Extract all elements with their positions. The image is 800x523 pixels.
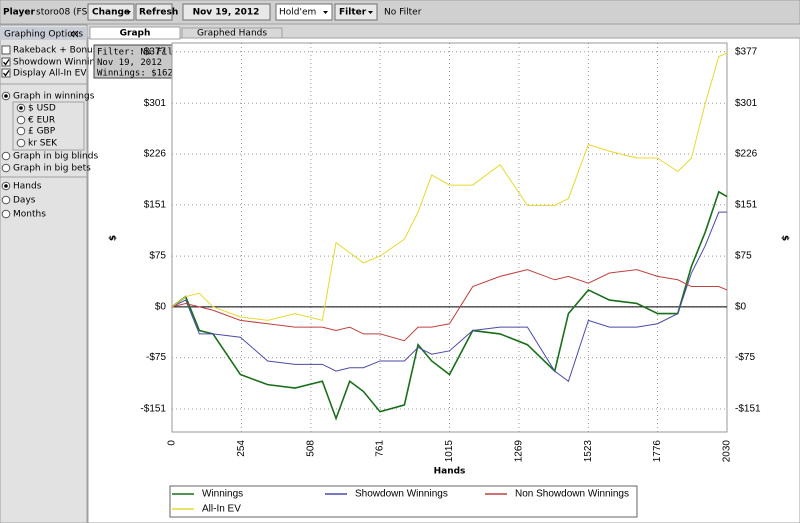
checkbox-label: Display All-In EV: [13, 69, 87, 79]
options-header: [0, 27, 87, 40]
x-axis-label: Hands: [434, 467, 466, 477]
radio-label: Days: [13, 196, 36, 206]
x-tick-label: 508: [306, 440, 317, 457]
player-name: storo08 (FS): [36, 8, 91, 18]
dropdown-arrow: [323, 11, 328, 14]
options-panel: [0, 24, 88, 523]
info-line: Nov 19, 2012: [97, 58, 162, 68]
checkbox-label: Showdown Winnings: [13, 58, 106, 68]
y2-axis-label: $: [780, 235, 790, 241]
game-label: Hold'em: [279, 8, 316, 18]
radio-dot: [4, 94, 8, 98]
x-tick-label: 761: [375, 440, 386, 457]
radio[interactable]: [1, 151, 11, 161]
legend-label: Showdown Winnings: [355, 489, 448, 500]
date-button[interactable]: [182, 3, 271, 21]
plot: -$151 -$151 -$75 -$75 $0 $0 $75 $75 $151 $151 $226…: [109, 42, 790, 477]
radio-dot: [19, 106, 23, 110]
y2-tick-label: $377: [735, 46, 758, 57]
dropdown-arrow: [126, 11, 131, 14]
legend-label: Non Showdown Winnings: [515, 489, 629, 500]
radio[interactable]: [1, 195, 11, 205]
radio-label: Graph in big blinds: [13, 152, 98, 162]
y-tick-label: $75: [149, 251, 166, 262]
radio-label: Hands: [13, 182, 42, 192]
y2-tick-label: -$75: [735, 352, 755, 363]
refresh-label: Refresh: [139, 8, 178, 18]
filter-status: No Filter: [384, 8, 422, 18]
change-button[interactable]: [87, 3, 135, 21]
options-title: Graphing Options: [4, 30, 83, 40]
y-tick-label: -$75: [146, 352, 166, 363]
player-label: Player: [3, 8, 35, 18]
x-tick-label: 1015: [444, 440, 455, 463]
refresh-button[interactable]: [135, 3, 173, 21]
legend-label: All-In EV: [202, 504, 241, 515]
checkbox[interactable]: [1, 57, 11, 67]
y2-tick-label: $75: [735, 251, 752, 262]
y2-tick-label: $0: [735, 301, 747, 312]
radio-label: £ GBP: [28, 127, 56, 137]
x-tick-label: 2030: [722, 440, 733, 463]
tab-label: Graphed Hands: [197, 29, 267, 39]
filter-label: Filter: [339, 8, 367, 18]
x-tick-label: 1269: [514, 440, 525, 463]
date-label: Nov 19, 2012: [193, 8, 260, 18]
game-select[interactable]: [275, 3, 333, 21]
radio-label: Graph in big bets: [13, 164, 91, 174]
collapse-icon[interactable]: [70, 30, 79, 38]
check-mark: [2, 70, 10, 77]
x-tick-label: 1776: [652, 440, 663, 463]
series-line: [171, 269, 728, 342]
currency-box: [12, 101, 85, 151]
y-tick-label: -$151: [140, 404, 166, 415]
y-tick-label: $377: [144, 46, 167, 57]
tab-active[interactable]: [89, 26, 181, 40]
radio[interactable]: [1, 209, 11, 219]
radio-label: € EUR: [28, 116, 55, 126]
change-label: Change: [92, 8, 130, 18]
y-tick-label: $151: [144, 199, 167, 210]
series-line: [171, 190, 728, 421]
series-line: [171, 211, 727, 383]
y-axis-label: $: [109, 235, 119, 241]
series-line: [171, 52, 728, 321]
y2-tick-label: -$151: [735, 404, 761, 415]
info-line: Winnings: $162.80: [97, 69, 189, 79]
x-tick-label: 0: [167, 440, 178, 446]
filter-button[interactable]: [334, 3, 378, 21]
y2-tick-label: $226: [735, 149, 758, 160]
info-box: [93, 44, 184, 79]
radio-label: Graph in winnings: [13, 92, 95, 102]
y2-tick-label: $151: [735, 199, 758, 210]
y-tick-label: $0: [155, 301, 167, 312]
y2-tick-label: $301: [735, 98, 758, 109]
radio[interactable]: [1, 163, 11, 173]
radio[interactable]: [16, 126, 26, 136]
radio-dot: [4, 184, 8, 188]
legend-label: Winnings: [202, 489, 243, 500]
checkbox-label: Rakeback + Bonuses: [13, 46, 108, 56]
radio-label: Months: [13, 210, 46, 220]
check-mark: [2, 59, 10, 66]
x-tick-label: 254: [236, 440, 247, 457]
x-tick-label: 1523: [583, 440, 594, 463]
radio[interactable]: [16, 115, 26, 125]
dropdown-arrow: [368, 11, 373, 14]
radio-label: kr SEK: [28, 139, 58, 149]
y-tick-label: $226: [144, 149, 167, 160]
legend: [169, 485, 638, 518]
info-line: Filter: No Filter: [97, 48, 190, 58]
checkbox[interactable]: [1, 68, 11, 78]
checkbox[interactable]: [1, 45, 11, 55]
radio[interactable]: [16, 138, 26, 148]
tab[interactable]: [181, 27, 283, 39]
y-tick-label: $301: [144, 98, 167, 109]
tab-label: Graph: [120, 29, 151, 39]
radio-label: $ USD: [28, 104, 56, 114]
